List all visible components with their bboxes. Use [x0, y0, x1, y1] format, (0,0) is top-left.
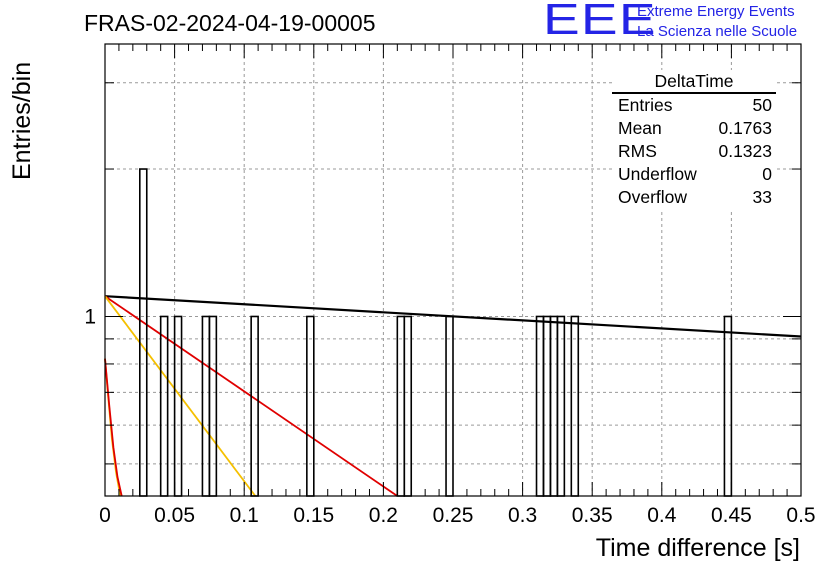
x-tick-label: 0.35 [572, 504, 613, 527]
stats-row-rms: RMS 0.1323 [612, 140, 776, 163]
histogram-bar [139, 168, 148, 497]
chart-title: FRAS-02-2024-04-19-00005 [84, 10, 376, 36]
x-tick-label: 0.05 [154, 504, 195, 527]
stats-label: RMS [618, 141, 657, 161]
histogram-bar [535, 315, 545, 497]
stats-label: Overflow [618, 187, 688, 207]
histogram-bar [250, 315, 259, 497]
stats-row-entries: Entries 50 [612, 94, 776, 117]
histogram-bar [403, 315, 413, 497]
x-tick-label: 0.4 [647, 504, 677, 527]
stats-value: 0 [762, 164, 772, 184]
logo-subtitle-line2: La Scienza nelle Scuole [637, 23, 798, 40]
stats-box: DeltaTime Entries 50 Mean 0.1763 RMS 0.1… [612, 70, 776, 209]
x-tick-label: 0 [99, 504, 111, 527]
stats-label: Underflow [618, 164, 697, 184]
y-axis-label: Entries/bin [8, 61, 36, 180]
tick-layer: 0 0.05 0.1 0.15 0.2 0.25 0.3 0.35 0.4 0.45 0.5 1 [84, 44, 816, 527]
stats-value: 0.1323 [718, 141, 772, 161]
histogram-bar [201, 315, 211, 497]
histogram-bar [306, 315, 315, 497]
histogram-bar [208, 315, 218, 497]
stats-label: Entries [618, 95, 673, 115]
fit-curve-red [104, 358, 123, 497]
x-tick-label: 0.1 [230, 504, 259, 527]
x-tick-label: 0.25 [433, 504, 474, 527]
stats-title: DeltaTime [612, 70, 776, 94]
stats-row-underflow: Underflow 0 [612, 163, 776, 186]
histogram-bar [445, 315, 454, 497]
stats-row-overflow: Overflow 33 [612, 186, 776, 209]
fit-curve-yellow [104, 295, 257, 497]
histogram-bar [570, 315, 580, 497]
y-tick-label: 1 [84, 305, 96, 328]
stats-value: 33 [752, 187, 772, 207]
x-tick-label: 0.45 [711, 504, 752, 527]
histogram-bar [542, 315, 552, 497]
x-tick-label: 0.3 [508, 504, 537, 527]
x-tick-label: 0.2 [369, 504, 398, 527]
x-axis-label: Time difference [s] [595, 534, 800, 562]
histogram-bar [556, 315, 566, 497]
histogram-bar [549, 315, 559, 497]
stats-value: 0.1763 [718, 118, 772, 138]
stats-label: Mean [618, 118, 662, 138]
x-tick-label: 0.5 [786, 504, 815, 527]
stats-row-mean: Mean 0.1763 [612, 117, 776, 140]
eee-logo: EEE [543, 0, 657, 44]
histogram-bar [159, 315, 169, 497]
stats-value: 50 [752, 95, 772, 115]
histogram-bar [396, 315, 406, 497]
histogram-bar [723, 315, 733, 497]
x-tick-label: 0.15 [293, 504, 334, 527]
logo-subtitle-line1: Extreme Energy Events [637, 3, 795, 20]
bar-layer [139, 168, 733, 497]
